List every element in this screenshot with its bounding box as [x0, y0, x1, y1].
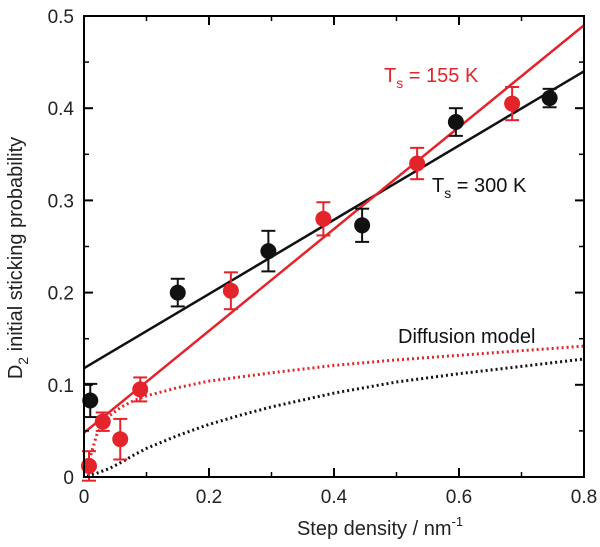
data-point — [260, 243, 277, 260]
label-300k-main: T — [432, 175, 444, 197]
data-point — [82, 392, 99, 409]
label-155k-main: T — [384, 65, 396, 87]
label-300k-rest: = 300 K — [451, 175, 527, 197]
axis-tick-labels: 0 0.2 0.4 0.6 0.8 0 0.1 0.2 0.3 0.4 0.5 — [48, 7, 598, 508]
diffusion-model-curve — [85, 344, 585, 470]
error-bars — [82, 85, 557, 482]
label-300k: Ts = 300 K — [432, 175, 527, 201]
y-axis-title-pre: D — [5, 365, 27, 379]
y-tick-label: 0.2 — [48, 284, 74, 305]
y-tick-label: 0.3 — [48, 191, 74, 212]
data-point — [354, 217, 371, 234]
x-axis-title-superscript: -1 — [451, 514, 463, 529]
data-point — [169, 284, 186, 301]
data-point — [504, 95, 521, 112]
x-tick-label: 0.6 — [446, 487, 472, 508]
data-point — [409, 155, 426, 172]
data-point — [112, 431, 129, 448]
data-point — [94, 413, 111, 430]
y-tick-label: 0 — [63, 468, 74, 489]
data-point — [315, 210, 332, 227]
axis-ticks — [83, 15, 585, 478]
y-axis-title-post: initial sticking probability — [5, 137, 27, 357]
x-tick-label: 0 — [79, 487, 90, 508]
data-point — [132, 381, 149, 398]
diffusion-model-curve — [86, 357, 585, 478]
data-point — [541, 90, 558, 107]
y-axis-title-subscript: 2 — [15, 357, 31, 365]
label-300k-subscript: s — [444, 185, 451, 201]
linear-fit-lines — [83, 24, 585, 434]
y-axis-title: D2 initial sticking probability — [5, 137, 31, 379]
fit-line — [83, 24, 585, 434]
label-155k-rest: = 155 K — [403, 65, 479, 87]
label-155k: Ts = 155 K — [384, 65, 479, 91]
fit-line — [83, 70, 585, 370]
y-tick-label: 0.1 — [48, 376, 74, 397]
diffusion-model-curves — [85, 344, 585, 478]
x-axis-title-main: Step density / nm — [297, 518, 452, 540]
x-tick-label: 0.8 — [571, 487, 597, 508]
diffusion-model-label: Diffusion model — [398, 326, 535, 348]
x-axis-title: Step density / nm-1 — [297, 514, 463, 540]
x-tick-label: 0.2 — [196, 487, 222, 508]
data-markers — [81, 90, 558, 474]
y-tick-label: 0.4 — [48, 99, 75, 120]
data-point — [447, 114, 464, 131]
x-tick-label: 0.4 — [321, 487, 348, 508]
data-point — [222, 282, 239, 299]
label-155k-subscript: s — [396, 75, 403, 91]
y-tick-label: 0.5 — [48, 7, 74, 28]
